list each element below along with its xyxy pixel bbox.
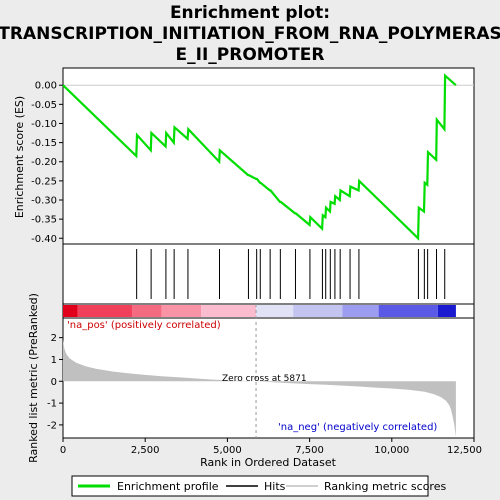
heatbar-segment (293, 305, 343, 317)
heatbar-segment (161, 305, 202, 317)
es-ytick-label: -0.35 (31, 215, 57, 226)
xtick-label: 10,000 (374, 445, 409, 456)
xtick-label: 5,000 (213, 445, 242, 456)
chart-title-line2: TRANSCRIPTION_INITIATION_FROM_RNA_POLYME… (0, 24, 500, 44)
hits-marks (136, 249, 446, 299)
heatbar-segment (63, 305, 78, 317)
es-ytick-label: -0.10 (31, 119, 57, 130)
chart-title-line1: Enrichment plot: (170, 3, 330, 23)
es-panel (62, 67, 475, 245)
rank-ytick-label: 1 (51, 355, 57, 366)
heatbar-segment (342, 305, 379, 317)
legend: Enrichment profile Hits Ranking metric sco… (78, 480, 446, 493)
heatbar-segment (77, 305, 133, 317)
legend-label: Enrichment profile (117, 480, 219, 493)
rank-ylabel: Ranked list metric (PreRanked) (27, 293, 40, 463)
es-ytick-label: -0.25 (31, 176, 57, 187)
rank-yaxis: 2 1 0 -1 -2 (47, 333, 63, 431)
heatbar-segment (256, 305, 294, 317)
rank-ytick-label: 2 (51, 333, 57, 344)
es-ytick-label: -0.05 (31, 100, 57, 111)
es-ylabel: Enrichment score (ES) (13, 96, 26, 218)
es-ytick-label: -0.30 (31, 196, 57, 207)
legend-label: Ranking metric scores (324, 480, 446, 493)
legend-label: Hits (264, 480, 286, 493)
xtick-label: 7,500 (295, 445, 324, 456)
xtick-label: 2,500 (131, 445, 160, 456)
heatbar-segment (201, 305, 257, 317)
rank-ytick-label: -1 (47, 399, 57, 410)
pos-label: 'na_pos' (positively correlated) (67, 320, 221, 331)
ranking-heatbar (63, 305, 456, 317)
rank-ytick-label: -2 (47, 420, 57, 431)
es-ytick-label: -0.20 (31, 157, 57, 168)
enrichment-profile-line (62, 73, 457, 241)
xtick-label: 0 (60, 445, 66, 456)
rank-ytick-label: 0 (51, 377, 57, 388)
es-ytick-label: -0.40 (31, 234, 57, 245)
xaxis: 0 2,500 5,000 7,500 10,000 12,500 (60, 438, 482, 456)
neg-label: 'na_neg' (negatively correlated) (278, 422, 437, 433)
xlabel: Rank in Ordered Dataset (200, 456, 337, 469)
heatbar-segment (132, 305, 162, 317)
chart-title-line3: E_II_PROMOTER (176, 45, 325, 65)
es-ytick-label: 0.00 (35, 81, 57, 92)
xtick-label: 12,500 (447, 445, 482, 456)
hits-panel (62, 243, 475, 305)
es-ytick-label: -0.15 (31, 138, 57, 149)
heatbar-segment (437, 305, 456, 317)
es-yaxis: 0.00 -0.05 -0.10 -0.15 -0.20 -0.25 -0.30 -0.35 -… (31, 81, 63, 245)
zero-cross-label: Zero cross at 5871 (222, 374, 307, 384)
heatbar-segment (378, 305, 438, 317)
